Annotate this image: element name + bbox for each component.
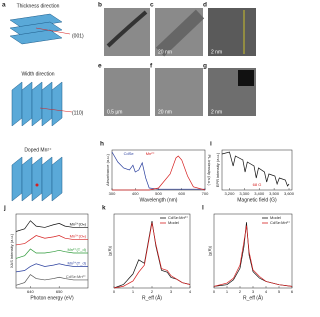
x-tick-label: 3,200: [224, 191, 235, 196]
tem-image: [208, 8, 256, 56]
scale-label: 20 nm: [158, 49, 172, 55]
plot-frame: [15, 213, 89, 289]
y-axis-label: XAS intensity (a.u.): [9, 233, 14, 268]
panel-label: j: [3, 205, 6, 212]
panel-label: b: [98, 2, 102, 9]
scale-label: 2 nm: [211, 109, 222, 115]
y-axis-label: EPR intensity (a.u.): [215, 152, 220, 187]
panel-label: k: [102, 205, 106, 212]
x-tick-label: 3,400: [254, 191, 265, 196]
series-label: CdSe:Mn²⁺: [66, 274, 86, 279]
panel-label: l: [202, 205, 204, 212]
data-line: [221, 151, 290, 187]
x-tick-label: 4: [189, 289, 192, 294]
y-axis-label: |χ(R)|: [207, 246, 212, 256]
series-label: Mn²⁺: [146, 151, 155, 156]
caption: Width direction: [21, 71, 54, 77]
data-line: [111, 151, 205, 190]
panel-label: i: [210, 141, 212, 148]
series-label: Mn³⁺(Oₕ): [70, 234, 87, 239]
x-axis-label: Photon energy (eV): [30, 295, 74, 301]
plot-frame: [113, 213, 191, 289]
x-axis-label: R_eff (Å): [243, 294, 263, 301]
legend-label: CdSe:Mn²⁺: [168, 215, 188, 220]
series-label: CdSe: [124, 151, 135, 156]
x-tick-label: 3,500: [269, 191, 280, 196]
plane-label: (001): [72, 33, 84, 39]
data-line: [15, 235, 88, 246]
series-label: Mn²⁺(Oₕ): [70, 222, 87, 227]
x-tick-label: 400: [132, 191, 139, 196]
data-line: [213, 222, 293, 287]
caption: Thickness direction: [17, 3, 60, 9]
data-line: [213, 225, 293, 287]
legend-label: Model: [270, 215, 281, 220]
x-tick-label: 0: [213, 289, 216, 294]
x-tick-label: 500: [155, 191, 162, 196]
x-tick-label: 700: [202, 191, 209, 196]
scale-label: 20 nm: [158, 109, 172, 115]
x-tick-label: 300: [109, 191, 116, 196]
figure: a Thickness direction (001) Width direct…: [2, 2, 295, 302]
x-tick-label: 1: [132, 289, 135, 294]
panel-label: e: [98, 63, 102, 70]
schematic-thickness: [9, 13, 71, 45]
schematic-width: [11, 81, 73, 127]
x-tick-label: 5: [278, 289, 281, 294]
y2-axis-label: PL intensity (a.u.): [207, 155, 212, 187]
data-line: [15, 248, 88, 259]
plot-frame: [213, 213, 293, 289]
data-line: [112, 155, 206, 191]
series-label: Mn²⁺(T_d): [67, 247, 86, 252]
y-axis-label: |χ(R)|: [107, 246, 112, 256]
data-line: [113, 220, 191, 289]
x-tick-label: 3: [170, 289, 173, 294]
x-tick-label: 640: [27, 289, 34, 294]
x-tick-label: 3,300: [239, 191, 250, 196]
scale-label: 2 nm: [211, 49, 222, 55]
panel-label: f: [150, 63, 153, 70]
panel-label: a: [2, 2, 6, 9]
x-axis-label: R_eff (Å): [142, 294, 162, 301]
data-line: [15, 220, 88, 232]
x-axis-label: Wavelength (nm): [140, 197, 178, 203]
tem-image: [155, 68, 203, 116]
caption: Doped Mn²⁺: [24, 147, 52, 153]
plot-frame: [221, 149, 293, 191]
x-tick-label: 2: [239, 289, 242, 294]
x-tick-label: 650: [56, 289, 63, 294]
panel-label: c: [150, 2, 154, 9]
schematic-doped: [11, 156, 63, 202]
x-tick-label: 2: [151, 289, 154, 294]
x-tick-label: 600: [178, 191, 185, 196]
plane-label: (110): [72, 110, 84, 116]
panel-label: d: [203, 2, 207, 9]
data-line: [113, 222, 191, 289]
x-tick-label: 1: [226, 289, 229, 294]
x-tick-label: 0: [113, 289, 116, 294]
x-tick-label: 6: [291, 289, 294, 294]
legend-label: CdSe:Mn²⁺: [270, 220, 290, 225]
data-line: [15, 274, 88, 286]
x-tick-label: 4: [265, 289, 268, 294]
data-line: [15, 263, 88, 273]
x-tick-label: 3,600: [284, 191, 295, 196]
legend-label: Model: [168, 220, 179, 225]
tem-image: [104, 68, 150, 116]
series-label: Mn³⁺(T_d): [67, 261, 86, 266]
scale-label: 0.5 µm: [107, 109, 122, 115]
y-axis-label: Absorbance (a.u.): [105, 153, 110, 185]
x-tick-label: 3: [252, 289, 255, 294]
panel-label: h: [100, 141, 104, 148]
panel-label: g: [203, 63, 207, 70]
annotation: 68 G: [253, 182, 262, 187]
x-axis-label: Magnetic field (G): [237, 197, 277, 203]
